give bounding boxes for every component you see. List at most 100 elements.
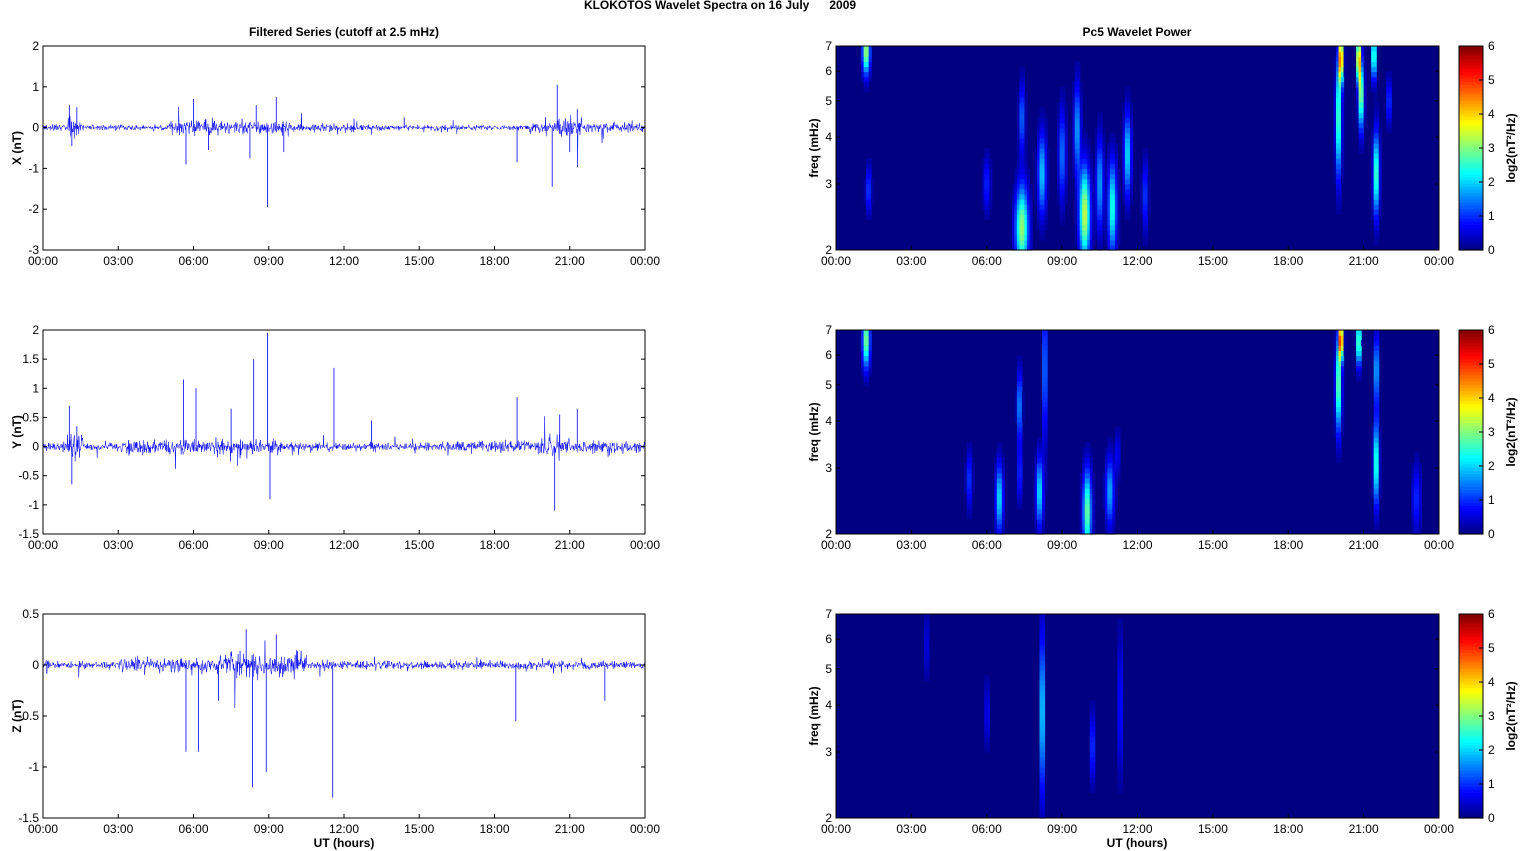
wavelet-y-colorbar-tick-label: 5 [1488,357,1495,371]
wavelet-y-cell [971,472,975,479]
wavelet-x-cell [1363,97,1367,103]
wavelet-y-cell [1376,518,1380,525]
wavelet-y-cell [1042,488,1046,494]
wavelet-x-cell [1016,102,1021,108]
wavelet-y-cell [1087,513,1091,520]
wavelet-z-ytick-label: 7 [825,607,832,621]
wavelet-y-cell [1114,447,1118,453]
wavelet-x-xtick-label: 09:00 [1047,254,1077,268]
wavelet-y-cell [1376,452,1380,459]
wavelet-y-cell [996,493,1000,499]
wavelet-x-cell [1127,107,1131,113]
wavelet-x-cell [863,86,867,93]
wavelet-z-colorbar-step [1459,795,1483,800]
wavelet-y-cell [1109,437,1113,443]
wavelet-x-cell [1107,239,1111,246]
wavelet-x-cell [1024,148,1028,154]
wavelet-y-cell [1371,442,1375,448]
wavelet-x-cell [1363,102,1367,108]
wavelet-y-cell [1079,513,1083,520]
wavelet-x-cell [1044,137,1048,144]
wavelet-y-cell [1373,396,1377,402]
wavelet-y-cell [1335,340,1340,346]
wavelet-y-cell [1376,472,1380,479]
wavelet-x-cell [1099,163,1103,169]
wavelet-z-cell [1039,807,1043,814]
wavelet-x-cell [1024,102,1028,108]
wavelet-z-cell [1119,670,1124,676]
wavelet-x-cell [861,51,865,57]
wavelet-y-cell [1109,493,1113,499]
wavelet-x-cell [1089,163,1093,169]
wavelet-y-cell [1338,437,1342,443]
wavelet-y-cell [1021,401,1026,408]
wavelet-z-cell [926,654,930,661]
wavelet-x-cell [1077,137,1081,144]
wavelet-y-cell [1333,416,1337,423]
wavelet-z-cell [1042,782,1046,788]
wavelet-x-colorbar-step [1459,125,1483,130]
wavelet-x-cell [1104,188,1108,195]
wavelet-x-cell [868,61,872,67]
wavelet-x-cell [1042,158,1046,164]
wavelet-x-cell [1037,122,1041,129]
wavelet-z-cell [1039,721,1043,727]
wavelet-y-cell [1109,477,1113,484]
wavelet-x-cell [1127,137,1131,144]
wavelet-y-cell [1107,472,1111,479]
wavelet-x-cell [1019,239,1023,246]
wavelet-z-cell [1119,685,1124,692]
wavelet-x-cell [1335,183,1340,190]
wavelet-x-cell [1037,117,1041,124]
wavelet-y-colorbar-step [1459,412,1483,417]
wavelet-x-cell [1079,183,1083,190]
wavelet-x-cell [1087,199,1091,205]
wavelet-y-cell [1371,437,1375,443]
wavelet-x-cell [1087,239,1091,246]
wavelet-x-cell [1059,219,1063,226]
wavelet-x-cell [1114,163,1118,169]
wavelet-x-cell [1072,153,1076,159]
wavelet-x-cell [1378,132,1382,139]
wavelet-x-cell [1087,244,1091,251]
wavelet-y-cell [1079,503,1083,510]
wavelet-y-cell [969,488,973,494]
wavelet-z-cell [1092,700,1096,707]
wavelet-x-cell [1016,214,1021,220]
wavelet-x-cell [1024,214,1028,220]
wavelet-x-cell [1021,66,1026,73]
wavelet-x-cell [1021,173,1026,180]
wavelet-x-cell [1044,193,1048,200]
wavelet-y-cell [1016,386,1021,392]
wavelet-x-cell [1092,204,1096,210]
wavelet-y-cell [1087,477,1091,484]
wavelet-y-cell [1416,472,1420,479]
wavelet-z-cell [1039,782,1043,788]
wavelet-z-cell [926,639,930,646]
wavelet-z-cell [1039,614,1043,620]
wavelet-x-cell [1107,178,1111,185]
wavelet-x-colorbar-step [1459,74,1483,79]
wavelet-z-cell [986,685,990,692]
wavelet-x-cell [1094,204,1098,210]
wavelet-y-cell [1114,493,1118,499]
wavelet-y-cell [1356,360,1360,367]
wavelet-x-cell [1142,178,1146,185]
wavelet-z-ylabel: freq (mHz) [807,686,821,745]
wavelet-x-cell [1092,239,1096,246]
wavelet-z-cell [1092,721,1096,727]
wavelet-y-cell [1107,452,1111,459]
wavelet-y-colorbar-step [1459,425,1483,430]
wavelet-y-cell [1042,508,1046,515]
wavelet-y-cell [1037,508,1041,515]
wavelet-x-cell [1338,153,1342,159]
wavelet-y-cell [1107,513,1111,520]
wavelet-x-cell [1099,199,1103,205]
wavelet-y-cell [1114,426,1118,433]
wavelet-z-colorbar-step [1459,655,1483,660]
wavelet-y-cell [1338,452,1342,459]
wavelet-y-cell [1371,472,1375,479]
wavelet-z-xtick-label: 21:00 [1349,822,1379,836]
wavelet-x-cell [1064,158,1068,164]
wavelet-x-cell [1011,244,1015,251]
